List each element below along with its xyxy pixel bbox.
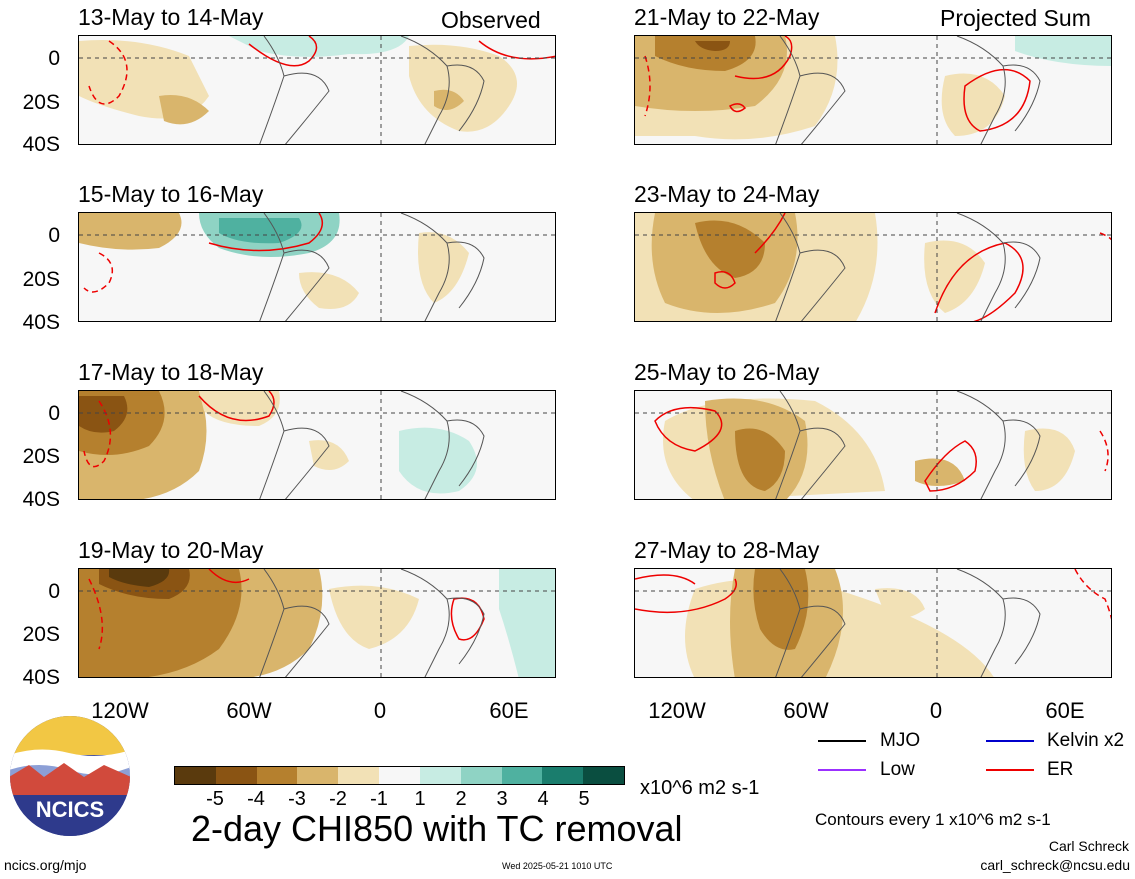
panel-title-right-4: 27-May to 28-May [634,537,820,563]
colorbar-label: -5 [206,788,224,810]
map-panel-right-2 [634,212,1112,322]
panel-title-left-3: 17-May to 18-May [78,359,264,385]
ncics-logo: NCICS [9,715,131,837]
colorbar-swatch [297,767,339,784]
lat-label-20s-row3: 20S [22,445,60,468]
lat-label-20s-row1: 20S [22,91,60,114]
lon-label-60e-right: 60E [1045,698,1085,723]
logo-text: NCICS [36,797,104,822]
lon-label-120w-left: 120W [91,698,149,723]
colorbar-label: 5 [578,788,590,810]
contour-note: Contours every 1 x10^6 m2 s-1 [815,810,1051,829]
legend-line-kelvin [986,740,1034,742]
colorbar-swatch [583,767,624,784]
colorbar-label: -2 [329,788,347,810]
lat-label-0-row1: 0 [48,47,60,70]
legend-label-mjo: MJO [880,730,921,751]
colorbar-swatch [501,767,543,784]
colorbar-swatch [460,767,502,784]
legend-label-er: ER [1047,759,1074,780]
lat-label-0-row3: 0 [48,402,60,425]
lat-label-20s-row2: 20S [22,268,60,291]
legend-label-kelvin: Kelvin x2 [1047,730,1125,751]
panel-title-left-1: 13-May to 14-May [78,4,264,30]
colorbar-swatch [256,767,298,784]
site-link[interactable]: ncics.org/mjo [4,857,87,873]
lon-label-60e-left: 60E [489,698,529,723]
legend-line-low [818,769,866,771]
timestamp: Wed 2025-05-21 1010 UTC [502,861,613,871]
panel-title-left-4: 19-May to 20-May [78,537,264,563]
map-panel-left-1 [78,35,556,145]
colorbar-label: 1 [414,788,426,810]
legend-line-er [986,769,1034,771]
lat-label-0-row2: 0 [48,224,60,247]
map-panel-right-3 [634,390,1112,500]
colorbar-swatch [338,767,380,784]
lat-label-40s-row2: 40S [22,311,60,334]
legend-line-mjo [818,740,866,742]
author-email[interactable]: carl_schreck@ncsu.edu [980,857,1130,873]
legend-label-low: Low [880,759,915,780]
lat-label-40s-row1: 40S [22,133,60,156]
author-name: Carl Schreck [1048,838,1129,854]
lon-label-60w-left: 60W [226,698,272,723]
colorbar-swatch [379,767,420,784]
lat-label-40s-row3: 40S [22,488,60,511]
colorbar-swatch [542,767,584,784]
colorbar-swatch [215,767,257,784]
lon-label-60w-right: 60W [783,698,829,723]
colorbar-units: x10^6 m2 s-1 [640,777,760,799]
panel-title-right-3: 25-May to 26-May [634,359,820,385]
colorbar-label: 3 [496,788,508,810]
observed-label: Observed [441,7,541,33]
panel-title-right-1: 21-May to 22-May [634,4,820,30]
colorbar-label: -3 [288,788,306,810]
colorbar-label: 4 [537,788,549,810]
map-panel-left-3 [78,390,556,500]
map-panel-right-4 [634,568,1112,678]
colorbar-label: -1 [370,788,388,810]
map-panel-left-4 [78,568,556,678]
panel-title-right-2: 23-May to 24-May [634,181,820,207]
colorbar-label: -4 [247,788,265,810]
colorbar-swatch [419,767,461,784]
colorbar [174,766,625,785]
projected-sum-label: Projected Sum [940,5,1091,31]
main-title: 2-day CHI850 with TC removal [191,808,683,849]
map-panel-left-2 [78,212,556,322]
lat-label-40s-row4: 40S [22,666,60,689]
lon-label-0-left: 0 [373,698,387,723]
lon-label-0-right: 0 [929,698,943,723]
colorbar-label: 2 [455,788,467,810]
lat-label-0-row4: 0 [48,580,60,603]
colorbar-swatch [175,767,216,784]
lon-label-120w-right: 120W [648,698,706,723]
lat-label-20s-row4: 20S [22,623,60,646]
panel-title-left-2: 15-May to 16-May [78,181,264,207]
map-panel-right-1 [634,35,1112,145]
